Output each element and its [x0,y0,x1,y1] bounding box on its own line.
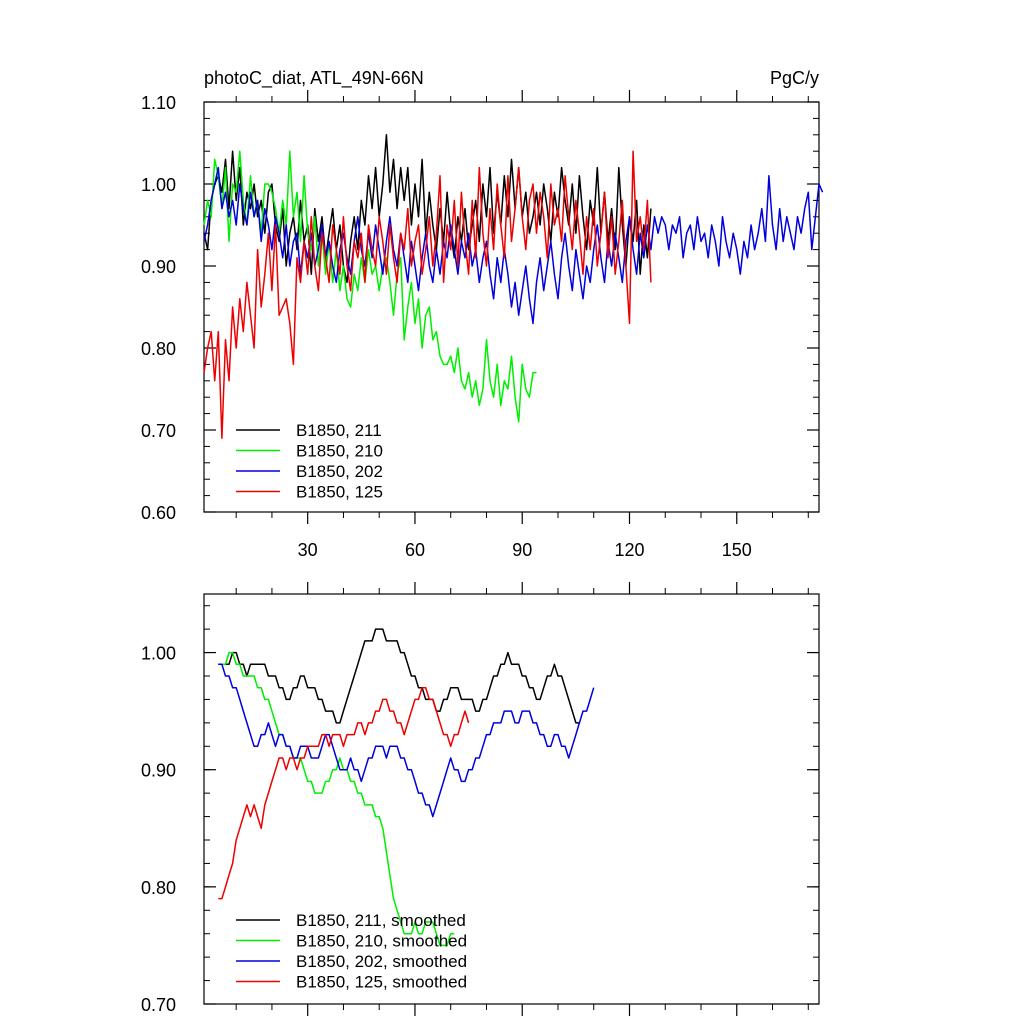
bottom-legend-label: B1850, 210, smoothed [296,932,467,951]
bottom-y-tick-label: 0.80 [141,878,176,898]
bottom-y-tick-label: 0.70 [141,995,176,1015]
bottom-series-group [218,628,595,947]
bottom-series-line-b1850-210-smoothed [218,651,455,947]
bottom-series-line-b1850-125-smoothed [218,686,470,900]
top-axis-ticks: 0.60 0.70 0.80 0.90 1.00 1.10 30 60 90 120 150 [141,90,819,560]
bottom-y-tick-label: 1.00 [141,644,176,664]
top-y-tick-label: 0.80 [141,339,176,359]
bottom-legend-label: B1850, 211, smoothed [296,911,466,930]
units-label: PgC/y [770,68,819,88]
chart-title: photoC_diat, ATL_49N-66N [204,68,424,89]
top-series-line-b1850-125 [203,150,652,439]
top-legend-label: B1850, 210 [296,442,383,461]
top-legend-label: B1850, 125 [296,483,383,502]
bottom-legend: B1850, 211, smoothed B1850, 210, smoothed… [236,911,467,992]
top-series-line-b1850-211 [203,134,652,284]
top-x-tick-label: 30 [298,540,318,560]
bottom-legend-label: B1850, 125, smoothed [296,973,467,992]
top-y-tick-label: 0.90 [141,257,176,277]
bottom-axis-ticks: 0.70 0.80 0.90 1.00 [141,582,819,1016]
top-y-tick-label: 1.00 [141,175,176,195]
top-legend-label: B1850, 211 [296,421,382,440]
top-plot-frame [203,101,820,513]
top-x-tick-label: 60 [405,540,425,560]
top-series-line-b1850-202 [203,166,824,325]
top-y-tick-label: 0.70 [141,421,176,441]
top-legend-label: B1850, 202 [296,462,383,481]
bottom-series-line-b1850-202-smoothed [218,663,595,818]
top-x-tick-label: 90 [512,540,532,560]
bottom-legend-label: B1850, 202, smoothed [296,952,467,971]
bottom-plot-frame [203,593,820,1005]
top-series-group [203,134,824,439]
top-chart-panel: photoC_diat, ATL_49N-66N PgC/y 0.600.700… [141,68,824,560]
bottom-y-tick-label: 0.90 [141,761,176,781]
bottom-chart-panel: 0.700.800.901.00 B1850, 211, smoothedB18… [141,582,820,1016]
top-y-tick-label: 1.10 [141,93,176,113]
top-y-tick-label: 0.60 [141,503,176,523]
top-x-tick-label: 120 [614,540,644,560]
bottom-series-line-b1850-211-smoothed [218,628,580,724]
top-x-tick-label: 150 [722,540,752,560]
